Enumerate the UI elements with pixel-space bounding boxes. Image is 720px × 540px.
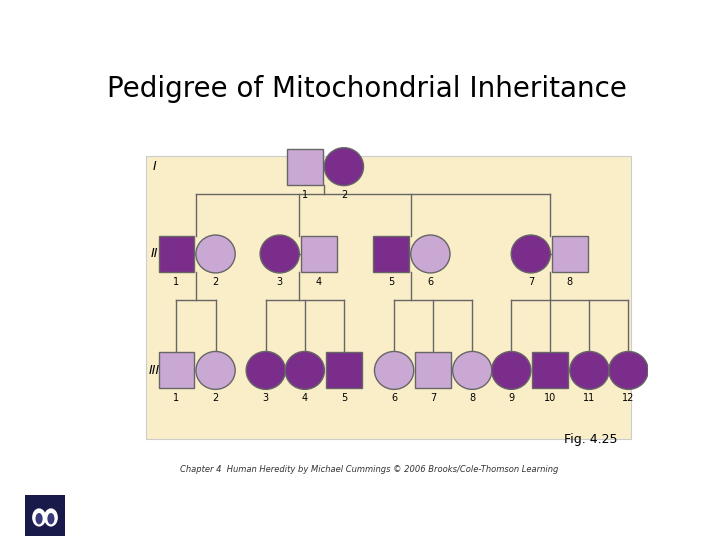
Ellipse shape bbox=[374, 352, 414, 389]
Text: 1: 1 bbox=[174, 393, 179, 403]
Text: Pedigree of Mitochondrial Inheritance: Pedigree of Mitochondrial Inheritance bbox=[107, 75, 626, 103]
Text: 7: 7 bbox=[430, 393, 436, 403]
Bar bbox=[326, 353, 361, 388]
Ellipse shape bbox=[492, 352, 531, 389]
Text: 2: 2 bbox=[212, 393, 219, 403]
Text: 4: 4 bbox=[315, 277, 322, 287]
Text: 2: 2 bbox=[212, 277, 219, 287]
Ellipse shape bbox=[570, 352, 609, 389]
Ellipse shape bbox=[246, 352, 285, 389]
Text: I: I bbox=[153, 160, 156, 173]
Ellipse shape bbox=[453, 352, 492, 389]
Text: 3: 3 bbox=[263, 393, 269, 403]
Text: 5: 5 bbox=[388, 277, 395, 287]
Bar bbox=[552, 236, 588, 272]
Text: II: II bbox=[150, 247, 158, 260]
Bar bbox=[415, 353, 451, 388]
Text: 1: 1 bbox=[302, 190, 308, 200]
Ellipse shape bbox=[511, 235, 551, 273]
Text: 5: 5 bbox=[341, 393, 347, 403]
Bar bbox=[145, 156, 631, 439]
Text: Chapter 4  Human Heredity by Michael Cummings © 2006 Brooks/Cole-Thomson Learnin: Chapter 4 Human Heredity by Michael Cumm… bbox=[180, 465, 558, 474]
Text: 6: 6 bbox=[427, 277, 433, 287]
Bar bbox=[158, 236, 194, 272]
Text: 4: 4 bbox=[302, 393, 308, 403]
Ellipse shape bbox=[196, 235, 235, 273]
Ellipse shape bbox=[44, 508, 58, 526]
Bar bbox=[374, 236, 409, 272]
Ellipse shape bbox=[324, 148, 364, 186]
Bar bbox=[533, 353, 568, 388]
Text: 1: 1 bbox=[174, 277, 179, 287]
Ellipse shape bbox=[48, 513, 55, 524]
Text: 7: 7 bbox=[528, 277, 534, 287]
Text: 9: 9 bbox=[508, 393, 514, 403]
Ellipse shape bbox=[285, 352, 325, 389]
Ellipse shape bbox=[196, 352, 235, 389]
Text: III: III bbox=[148, 364, 160, 377]
Text: 10: 10 bbox=[544, 393, 557, 403]
Text: 3: 3 bbox=[276, 277, 283, 287]
Bar bbox=[287, 148, 323, 185]
Ellipse shape bbox=[35, 513, 42, 524]
Text: 8: 8 bbox=[469, 393, 475, 403]
Text: 11: 11 bbox=[583, 393, 595, 403]
Text: 8: 8 bbox=[567, 277, 573, 287]
Text: Fig. 4.25: Fig. 4.25 bbox=[564, 433, 617, 446]
Ellipse shape bbox=[410, 235, 450, 273]
Bar bbox=[301, 236, 337, 272]
Bar bbox=[158, 353, 194, 388]
Ellipse shape bbox=[32, 508, 46, 526]
Ellipse shape bbox=[260, 235, 300, 273]
Text: 6: 6 bbox=[391, 393, 397, 403]
Text: 12: 12 bbox=[622, 393, 634, 403]
Ellipse shape bbox=[609, 352, 648, 389]
Text: 2: 2 bbox=[341, 190, 347, 200]
